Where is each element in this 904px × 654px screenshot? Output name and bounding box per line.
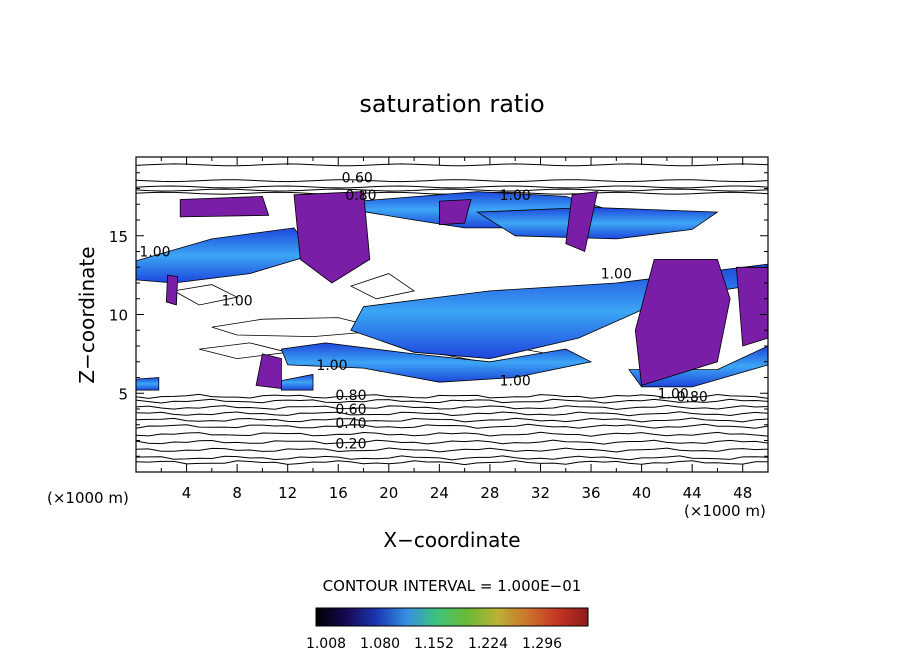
contour-line bbox=[136, 455, 768, 461]
contour-label: 0.60 bbox=[335, 402, 366, 418]
contour-label: 1.00 bbox=[222, 293, 253, 309]
contour-line bbox=[136, 179, 768, 183]
x-tick-label: 16 bbox=[329, 484, 348, 502]
colorbar-tick-label: 1.152 bbox=[414, 636, 454, 652]
contour-label: 1.00 bbox=[658, 386, 689, 402]
colorbar-ticks: 1.008 1.080 1.152 1.224 1.296 bbox=[306, 636, 562, 652]
supersaturation-region bbox=[293, 191, 371, 284]
y-tick-label: 10 bbox=[109, 307, 128, 325]
contour-line bbox=[172, 284, 239, 306]
x-tick-label: 8 bbox=[232, 484, 242, 502]
x-tick-label: 28 bbox=[480, 484, 499, 502]
contour-line bbox=[136, 460, 768, 466]
colorbar-tick-label: 1.224 bbox=[468, 636, 508, 652]
contour-label: 1.00 bbox=[500, 374, 531, 390]
contour-label: 0.80 bbox=[677, 389, 708, 405]
chart-title: saturation ratio bbox=[359, 90, 544, 118]
y-tick-label: 5 bbox=[118, 385, 128, 403]
colorbar-tick-label: 1.296 bbox=[522, 636, 562, 652]
x-tick-label: 32 bbox=[531, 484, 550, 502]
contour-line bbox=[136, 185, 768, 189]
supersaturation-region bbox=[634, 258, 731, 386]
colorbar-tick-label: 1.080 bbox=[360, 636, 400, 652]
contour-label: 1.00 bbox=[601, 267, 632, 283]
contour-line bbox=[136, 188, 768, 192]
x-unit-label: (×1000 m) bbox=[47, 489, 129, 507]
x-tick-label: 12 bbox=[278, 484, 297, 502]
x-tick-label: 4 bbox=[182, 484, 192, 502]
x-tick-label: 40 bbox=[632, 484, 651, 502]
contour-interval-text: CONTOUR INTERVAL = 1.000E−01 bbox=[323, 577, 582, 595]
x-tick-label: 48 bbox=[733, 484, 752, 502]
contour-label: 0.80 bbox=[335, 388, 366, 404]
contour-label: 0.40 bbox=[335, 416, 366, 432]
contour-line bbox=[136, 417, 768, 423]
supersaturation-region bbox=[438, 199, 472, 226]
x-axis-label: X−coordinate bbox=[383, 528, 520, 552]
supersaturation-region bbox=[735, 266, 768, 347]
contour-label: 0.60 bbox=[342, 171, 373, 187]
supersaturation-band bbox=[136, 227, 314, 284]
contour-label: 1.00 bbox=[316, 358, 347, 374]
contour-line bbox=[136, 439, 768, 445]
contour-line bbox=[136, 393, 768, 399]
x-tick-label: 20 bbox=[379, 484, 398, 502]
y-tick-label: 15 bbox=[109, 228, 128, 246]
x-tick-label: 44 bbox=[683, 484, 702, 502]
supersaturation-region bbox=[255, 353, 282, 389]
supersaturation-region bbox=[565, 191, 598, 253]
x-unit-label-right: (×1000 m) bbox=[684, 502, 766, 520]
colorbar-frame bbox=[315, 607, 589, 627]
x-axis-ticks: 4 8 12 16 20 24 28 32 36 40 44 48 bbox=[160, 157, 752, 502]
contour-line bbox=[136, 431, 768, 437]
supersaturation-band bbox=[136, 377, 160, 391]
contour-label: 0.80 bbox=[345, 188, 376, 204]
contour-line bbox=[136, 423, 768, 429]
contour-line bbox=[349, 273, 416, 300]
contour-label: 1.00 bbox=[500, 188, 531, 204]
contour-line bbox=[136, 411, 768, 417]
contour-label: 1.00 bbox=[139, 245, 170, 261]
plot-content: 0.600.80 1.001.001.001.001.001.001.000.80… bbox=[136, 163, 768, 466]
supersaturation-region bbox=[165, 274, 179, 306]
colorbar-tick-label: 1.008 bbox=[306, 636, 346, 652]
supersaturation-region bbox=[179, 195, 270, 218]
contour-line bbox=[136, 447, 768, 453]
contour-label: 0.20 bbox=[335, 437, 366, 453]
y-axis-ticks: 5 10 15 bbox=[109, 172, 768, 457]
supersaturation-band bbox=[280, 342, 593, 383]
contour-line bbox=[136, 398, 768, 404]
colorbar-texture bbox=[316, 608, 588, 626]
x-tick-label: 36 bbox=[581, 484, 600, 502]
y-axis-label: Z−coordinate bbox=[75, 246, 99, 383]
contour-line bbox=[136, 163, 768, 167]
contour-line bbox=[136, 404, 768, 410]
x-tick-label: 24 bbox=[430, 484, 449, 502]
